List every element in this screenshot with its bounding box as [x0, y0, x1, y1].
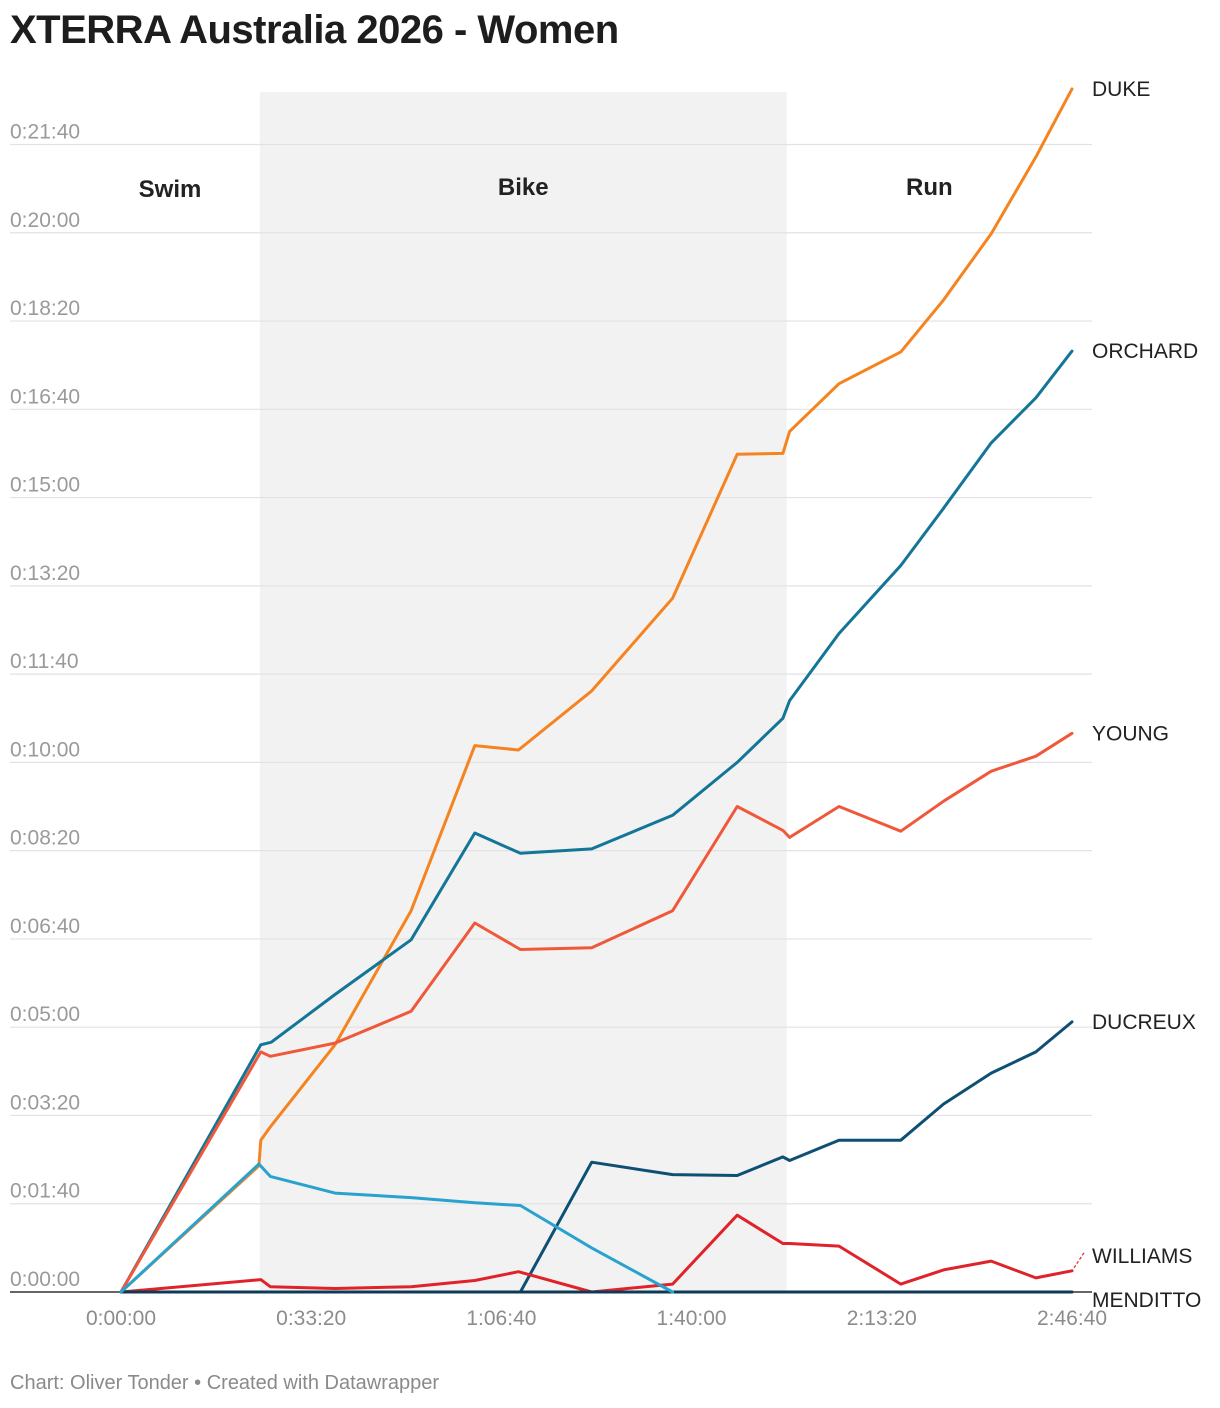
y-tick-label: 0:10:00: [10, 738, 80, 761]
series-label-duke: DUKE: [1092, 78, 1150, 101]
x-tick-label: 1:40:00: [657, 1307, 727, 1330]
phase-label-bike: Bike: [498, 174, 549, 201]
y-tick-label: 0:20:00: [10, 209, 80, 232]
y-tick-label: 0:01:40: [10, 1180, 80, 1203]
series-line-williams: [119, 1213, 1074, 1294]
phase-labels: Swim Bike Run: [139, 174, 953, 203]
series-line-young: [119, 731, 1074, 1294]
x-tick-label: 2:13:20: [847, 1307, 917, 1330]
chart-title: XTERRA Australia 2026 - Women: [10, 8, 619, 52]
y-tick-label: 0:05:00: [10, 1003, 80, 1026]
series-line-unlabeled-6: [119, 1162, 675, 1294]
y-axis: 0:00:00 0:01:40 0:03:20 0:05:00 0:06:40 0:08:…: [10, 121, 80, 1292]
phase-background-layer: [259, 92, 787, 1292]
x-tick-label: 2:46:40: [1037, 1307, 1107, 1330]
y-tick-label: 0:15:00: [10, 474, 80, 497]
y-tick-label: 0:06:40: [10, 915, 80, 938]
y-tick-label: 0:13:20: [10, 562, 80, 585]
series-label-young: YOUNG: [1092, 722, 1169, 745]
series-label-ducreux: DUCREUX: [1092, 1011, 1196, 1034]
y-tick-label: 0:21:40: [10, 121, 80, 144]
series-layer: [119, 87, 1074, 1294]
phase-label-run: Run: [906, 174, 953, 201]
phase-band-bike: [259, 92, 787, 1292]
x-tick-label: 0:00:00: [86, 1307, 156, 1330]
series-label-menditto: MENDITTO: [1092, 1289, 1201, 1312]
y-tick-label: 0:16:40: [10, 385, 80, 408]
series-label-layer: DUKE ORCHARD YOUNG DUCREUX WILLIAMS MENDITTO: [1073, 78, 1201, 1312]
y-tick-label: 0:03:20: [10, 1091, 80, 1114]
series-line-duke: [119, 87, 1074, 1294]
series-label-orchard: ORCHARD: [1092, 340, 1198, 363]
phase-label-swim: Swim: [139, 176, 202, 203]
y-tick-label: 0:11:40: [10, 650, 79, 673]
x-tick-label: 1:06:40: [466, 1307, 536, 1330]
y-tick-label: 0:00:00: [10, 1268, 80, 1291]
x-axis: 0:00:00 0:33:20 1:06:40 1:40:00 2:13:20 2:46:…: [86, 1307, 1107, 1330]
y-tick-label: 0:08:20: [10, 827, 80, 850]
x-tick-label: 0:33:20: [276, 1307, 346, 1330]
series-label-williams: WILLIAMS: [1092, 1245, 1192, 1268]
chart-credit: Chart: Oliver Tonder • Created with Data…: [10, 1372, 440, 1394]
y-tick-label: 0:18:20: [10, 297, 80, 320]
series-line-orchard: [119, 349, 1074, 1294]
series-line-ducreux: [119, 1020, 1074, 1294]
label-connector-williams: [1073, 1252, 1085, 1269]
